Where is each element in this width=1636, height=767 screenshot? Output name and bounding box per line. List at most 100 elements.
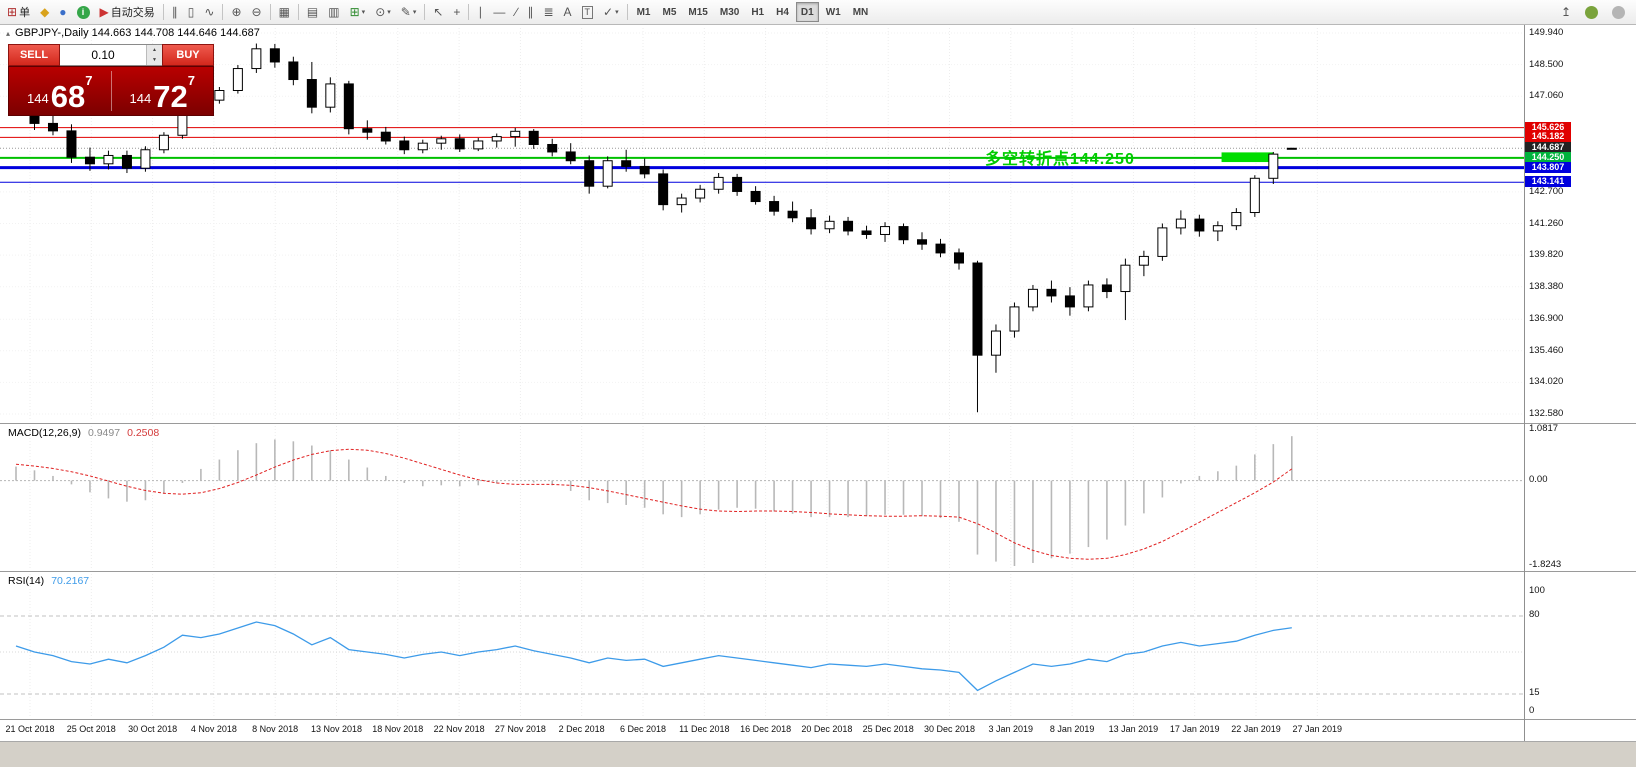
candlestick-chart-icon[interactable]: ▯ xyxy=(184,2,199,22)
new-order-button-label: 单 xyxy=(19,7,31,19)
auto-arrange-icon[interactable]: ▤ xyxy=(303,2,322,22)
macd-canvas[interactable] xyxy=(0,424,1636,572)
tile-windows-icon[interactable]: ▦ xyxy=(275,2,294,22)
gridlines xyxy=(29,574,1318,718)
equidistant-channel-icon[interactable]: ∥ xyxy=(523,2,537,22)
auto-trading-button-label: 自动交易 xyxy=(110,7,155,19)
candle xyxy=(787,201,798,223)
new-order-button[interactable]: ⊞ 单 xyxy=(3,2,34,22)
timeframe-button-d1[interactable]: D1 xyxy=(795,2,819,22)
highlight-box[interactable] xyxy=(1221,152,1274,163)
info-icon[interactable]: i xyxy=(73,2,94,22)
candle xyxy=(1249,175,1260,217)
new-chart-button[interactable]: ⊞ ▾ xyxy=(346,2,370,22)
horizontal-line-icon[interactable]: — xyxy=(489,2,509,22)
candle xyxy=(1175,210,1186,235)
candle xyxy=(584,155,595,194)
zoom-out-icon[interactable]: ⊖ xyxy=(248,2,266,22)
equidistant-channel-icon: ∥ xyxy=(527,5,534,19)
candle xyxy=(750,186,761,205)
docking-icon[interactable]: ↥ xyxy=(1557,2,1575,22)
timeframe-button-m5[interactable]: M5 xyxy=(658,2,682,22)
docking-icon: ↥ xyxy=(1560,5,1571,19)
cascade-windows-icon[interactable]: ▥ xyxy=(324,2,343,22)
toolbar: ⊞ 单 ◆ ● i ▶ 自动交易 ∥ ▯ ∿ ⊕ ⊖ ▦ ▤ ▥ ⊞ ▾ ⊙ ▾ ✎ ▾ ↖ + ∣ — ∕ ∥ ≣ A T ✓ ▾ M1 M5 M… xyxy=(0,0,1636,25)
timeframe-button-h4[interactable]: H4 xyxy=(771,2,794,22)
indicators-icon[interactable]: ✎ ▾ xyxy=(397,2,421,22)
candle xyxy=(880,222,891,242)
axis-separator xyxy=(1524,24,1525,741)
zoom-in-icon[interactable]: ⊕ xyxy=(227,2,245,22)
fibonacci-icon[interactable]: ≣ xyxy=(539,2,557,22)
candle xyxy=(510,127,521,147)
dropdown-caret-icon: ▾ xyxy=(361,9,366,16)
candle xyxy=(676,193,687,213)
price-chart-canvas[interactable] xyxy=(0,24,1636,423)
arrows-icon[interactable]: ✓ ▾ xyxy=(599,2,623,22)
zoom-in-icon: ⊕ xyxy=(231,5,242,19)
line-chart-icon: ∿ xyxy=(204,5,215,19)
profiles-icon[interactable]: ⊙ ▾ xyxy=(371,2,395,22)
crosshair-icon[interactable]: + xyxy=(449,2,464,22)
horizontal-level-lines[interactable] xyxy=(0,127,1524,183)
text-icon[interactable]: A xyxy=(560,2,576,22)
crosshair-icon: + xyxy=(453,5,461,19)
cursor-icon[interactable]: ↖ xyxy=(429,2,447,22)
auto-arrange-icon: ▤ xyxy=(306,5,319,19)
bar-chart-icon[interactable]: ∥ xyxy=(168,2,182,22)
chart-title: ▴ GBPJPY-,Daily 144.663 144.708 144.646 … xyxy=(6,27,260,39)
macd-signal-line xyxy=(15,448,1293,560)
profiles-icon: ⊙ xyxy=(375,5,386,19)
chart-annotation: 多空转折点144.250 xyxy=(985,151,1135,168)
timeframe-button-m1[interactable]: M1 xyxy=(632,2,656,22)
candle xyxy=(769,195,780,216)
candle xyxy=(121,150,132,174)
rsi-name: RSI(14) xyxy=(8,575,45,587)
new-chart-icon: ⊞ xyxy=(349,5,360,19)
buy-button[interactable]: BUY xyxy=(162,44,214,66)
time-axis[interactable] xyxy=(0,719,1636,741)
candle xyxy=(251,43,262,73)
candle xyxy=(325,77,336,113)
macd-panel[interactable]: MACD(12,26,9) 0.9497 0.2508 xyxy=(0,423,1636,571)
trendline-icon[interactable]: ∕ xyxy=(511,2,521,22)
zoom-out-icon: ⊖ xyxy=(251,5,262,19)
line-chart-icon[interactable]: ∿ xyxy=(200,2,218,22)
candle xyxy=(621,149,632,172)
buy-price-integer: 144 xyxy=(129,91,152,106)
community-icon[interactable] xyxy=(1581,2,1602,22)
timeframe-button-w1[interactable]: W1 xyxy=(821,2,846,22)
price-chart-panel[interactable]: ▴ GBPJPY-,Daily 144.663 144.708 144.646 … xyxy=(0,24,1636,423)
candle xyxy=(1231,208,1242,231)
timeframe-button-m30[interactable]: M30 xyxy=(715,2,744,22)
text-label-icon[interactable]: T xyxy=(578,2,598,22)
cursor-icon: ↖ xyxy=(433,5,444,19)
sell-button[interactable]: SELL xyxy=(8,44,60,66)
dropdown-caret-icon: ▾ xyxy=(387,9,391,16)
candle xyxy=(1138,250,1149,277)
text-label-icon: T xyxy=(581,5,594,19)
volume-value[interactable]: 0.10 xyxy=(91,48,115,62)
sell-price-button[interactable]: 144 68 7 xyxy=(9,67,111,115)
candle xyxy=(547,138,558,157)
timeframe-button-h1[interactable]: H1 xyxy=(746,2,769,22)
volume-increase-button[interactable]: ▲ xyxy=(147,45,162,55)
macd-indicator-label: MACD(12,26,9) 0.9497 0.2508 xyxy=(8,427,159,439)
candle xyxy=(528,129,539,149)
volume-decrease-button[interactable]: ▼ xyxy=(147,55,162,65)
volume-stepper[interactable]: 0.10 ▲ ▼ xyxy=(60,44,162,66)
buy-price-button[interactable]: 144 72 7 xyxy=(112,67,214,115)
timeframe-button-mn[interactable]: MN xyxy=(848,2,874,22)
support-icon[interactable] xyxy=(1608,2,1629,22)
auto-trading-button[interactable]: ▶ 自动交易 xyxy=(96,2,159,22)
timeframe-button-m15[interactable]: M15 xyxy=(683,2,712,22)
data-window-icon[interactable]: ● xyxy=(55,2,70,22)
rsi-panel[interactable]: RSI(14) 70.2167 xyxy=(0,571,1636,719)
candle xyxy=(1286,147,1297,150)
rsi-canvas[interactable] xyxy=(0,572,1636,720)
chart-window-icon[interactable]: ◆ xyxy=(36,2,53,22)
vertical-line-icon[interactable]: ∣ xyxy=(473,2,487,22)
candle xyxy=(473,137,484,152)
candle xyxy=(1212,221,1223,242)
cascade-windows-icon: ▥ xyxy=(328,5,340,19)
